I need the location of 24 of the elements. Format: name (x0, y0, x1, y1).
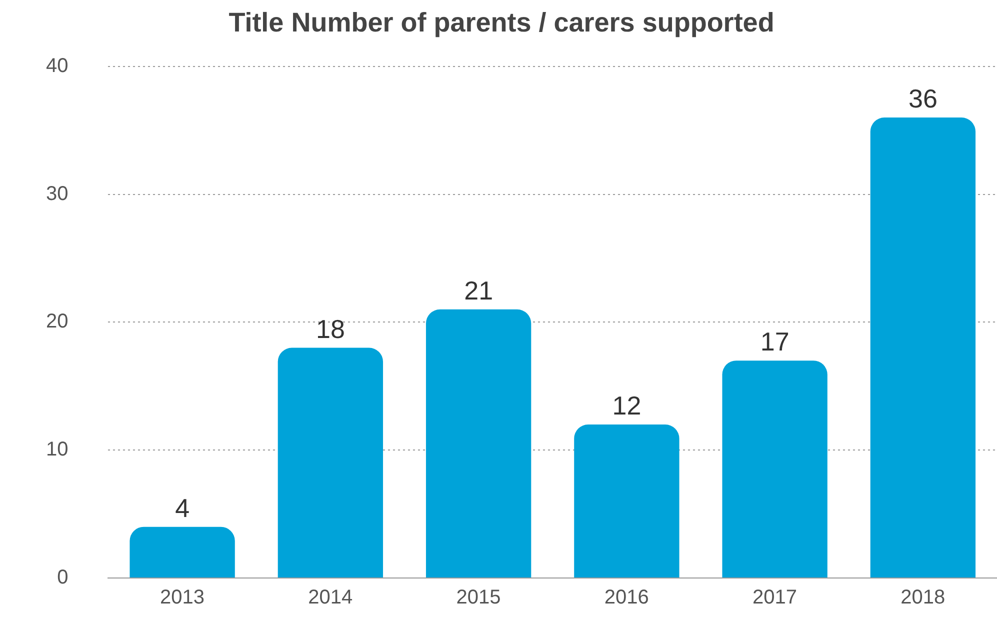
data-label: 36 (908, 84, 938, 114)
bar (426, 309, 532, 578)
y-tick-label: 30 (46, 182, 68, 205)
bar (722, 360, 828, 578)
y-tick-label: 0 (57, 566, 68, 589)
x-tick-label: 2013 (160, 586, 205, 609)
x-tick-label: 2017 (752, 586, 798, 609)
x-tick-label: 2018 (900, 586, 946, 609)
y-tick-label: 10 (46, 438, 68, 461)
x-tick-label: 2014 (308, 586, 353, 609)
x-tick-label: 2016 (604, 586, 649, 609)
chart-title: Title Number of parents / carers supported (228, 8, 774, 38)
data-label: 4 (175, 493, 190, 524)
y-tick-label: 20 (46, 310, 68, 333)
bar (574, 424, 680, 578)
data-label: 17 (760, 326, 790, 357)
y-tick-label: 40 (46, 54, 68, 77)
data-label: 12 (612, 390, 642, 421)
x-tick-label: 2015 (456, 586, 501, 609)
data-label: 18 (316, 314, 345, 344)
bar (870, 118, 976, 578)
bar (130, 526, 235, 578)
bar (278, 348, 384, 578)
data-label: 21 (464, 276, 494, 306)
